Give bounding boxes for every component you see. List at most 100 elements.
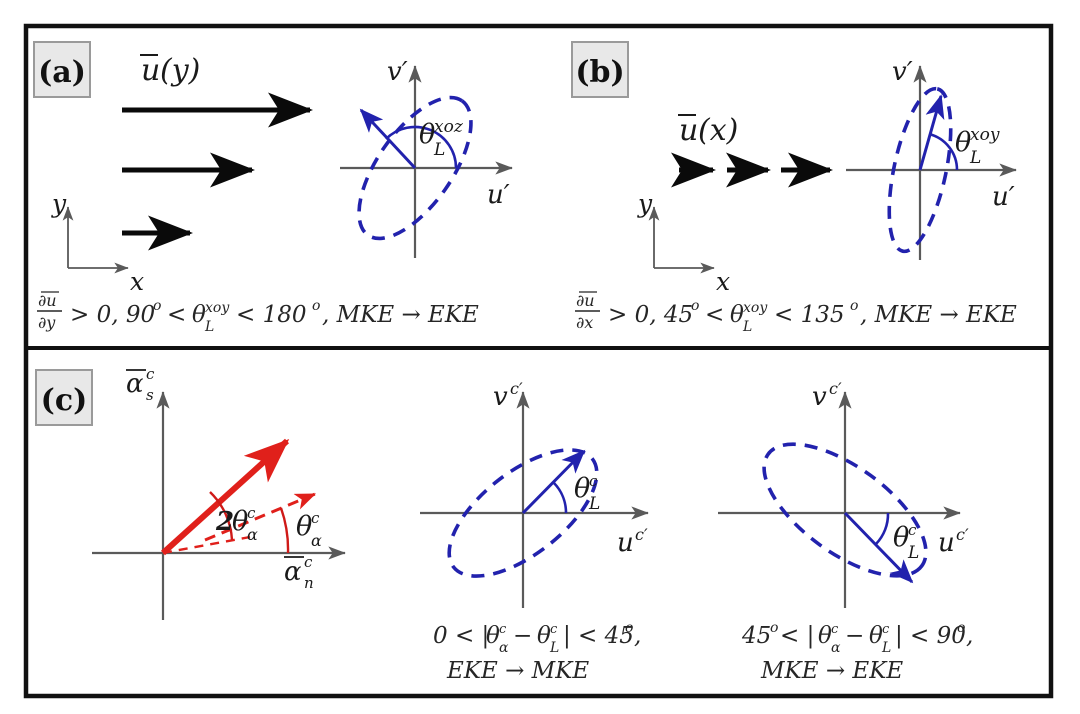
arc-single-angle xyxy=(279,507,290,554)
hodograph-left-caption-line2: EKE → MKE xyxy=(446,658,589,684)
lamb-vector xyxy=(521,449,586,515)
u-label-sup: c′ xyxy=(635,525,648,544)
panel-b: (b) u (x) y x θ L xyxy=(571,41,1017,335)
arc-double-angle xyxy=(209,491,234,541)
caption-theta-2-sub: L xyxy=(881,640,891,656)
panel-a: (a) u (y) y x θ xyxy=(33,41,513,335)
panel-a-profile-label: u (y) xyxy=(140,53,200,88)
lamb-vector xyxy=(843,511,914,584)
caption-theta-2-sup: c xyxy=(882,622,890,637)
single-angle-sub: α xyxy=(311,531,322,550)
double-angle-symbol: θ xyxy=(232,506,248,537)
angle-symbol: θ xyxy=(419,119,435,150)
caption-lead: 45 xyxy=(741,623,771,649)
v-label-sup: c′ xyxy=(510,379,523,398)
panel-b-profile-arg: (x) xyxy=(698,113,738,148)
caption-degree-2: o xyxy=(312,298,320,314)
panel-b-profile-label: u (x) xyxy=(678,113,738,148)
caption-theta-1-sub: α xyxy=(831,640,841,656)
lamb-vector xyxy=(359,108,417,170)
panel-c-alpha-plot: α s c α n c 2 θ xyxy=(92,365,346,620)
angle-arc xyxy=(385,125,458,169)
panel-b-caption: ∂u ∂x > 0, 45 o < θ L xoy < 135 o , MKE … xyxy=(575,291,1017,335)
v-label-base: v xyxy=(812,382,827,412)
caption-theta-2-sup: c xyxy=(550,622,558,637)
caption-lt-1: < xyxy=(167,302,186,328)
caption-degree: o xyxy=(957,620,965,636)
panel-b-angle-label: θ L xoy xyxy=(955,125,1000,168)
alpha-n-sub: n xyxy=(304,574,314,592)
caption-theta-1-sup: c xyxy=(499,622,507,637)
angle-subscript: L xyxy=(907,543,919,563)
caption-theta-sub: L xyxy=(742,319,752,335)
caption-lt-2: < 135 xyxy=(774,302,844,328)
hodograph-v-label: v′ xyxy=(387,57,408,87)
caption-comma: , xyxy=(966,623,973,649)
hodograph-left-caption-line1: 0 < | θ α c − θ L c | < 45 o , xyxy=(433,620,641,656)
panel-a-profile-base: u xyxy=(141,53,160,88)
hodograph-u-label: u c′ xyxy=(617,525,648,558)
panel-a-angle-label: θ L xoz xyxy=(419,117,464,160)
caption-frac-denominator: ∂x xyxy=(576,313,593,332)
coord-y-label: y xyxy=(51,189,67,218)
caption-lead: 0 < | xyxy=(433,623,489,649)
angle-label: θ L c xyxy=(574,472,600,514)
panel-a-profile-arg: (y) xyxy=(160,53,200,88)
hodograph-u-label: u c′ xyxy=(938,525,969,558)
caption-tail: , MKE → EKE xyxy=(860,302,1017,328)
panel-a-coord-frame: y x xyxy=(51,189,144,296)
angle-arc xyxy=(875,512,890,545)
caption-theta-1-sub: α xyxy=(499,640,509,656)
caption-theta-2: θ xyxy=(869,623,883,649)
caption-minus: − xyxy=(513,623,532,649)
panel-c-tag: (c) xyxy=(41,383,88,418)
coord-x-label: x xyxy=(716,267,730,296)
caption-tail: | < 90 xyxy=(895,623,966,649)
hodograph-v-label: v′ xyxy=(892,57,913,87)
panel-a-tag-box xyxy=(33,41,91,98)
angle-symbol: θ xyxy=(893,522,909,553)
single-angle-sup: c xyxy=(311,509,320,527)
alpha-s-sub: s xyxy=(146,386,154,404)
alpha-reference-vector xyxy=(204,492,317,542)
caption-ineq-1: > 0, 45 xyxy=(608,302,693,328)
caption-lt-2: < 180 xyxy=(236,302,306,328)
angle-superscript: xoz xyxy=(434,117,464,137)
panel-c: (c) α s c α n c xyxy=(35,365,973,684)
caption-degree: o xyxy=(625,620,633,636)
eddy-ellipse xyxy=(447,448,599,578)
caption-degree-2: o xyxy=(850,298,858,314)
hodograph-v-label: v c′ xyxy=(493,379,523,412)
angle-superscript: xoy xyxy=(970,125,1000,145)
angle-symbol: θ xyxy=(574,473,590,504)
label-single-angle: θ α c xyxy=(296,509,322,550)
angle-subscript: L xyxy=(969,148,981,168)
alpha-n-label: α n c xyxy=(284,553,314,592)
caption-theta-1-sup: c xyxy=(831,622,839,637)
caption-theta-sup: xoy xyxy=(205,300,230,316)
single-angle-symbol: θ xyxy=(296,511,312,542)
caption-tail: | < 45 xyxy=(563,623,634,649)
caption-theta: θ xyxy=(730,302,744,328)
panel-c-tag-box xyxy=(35,369,93,426)
double-angle-prefix: 2 xyxy=(215,507,234,537)
caption-theta-sup: xoy xyxy=(743,300,768,316)
double-angle-sub: α xyxy=(247,525,258,544)
u-label-sup: c′ xyxy=(956,525,969,544)
caption-theta-sub: L xyxy=(204,319,214,335)
alpha-n-sup: c xyxy=(304,553,313,571)
alpha-s-sup: c xyxy=(146,365,155,383)
caption-frac-denominator: ∂y xyxy=(38,313,56,332)
v-label-sup: c′ xyxy=(829,379,842,398)
angle-symbol: θ xyxy=(955,127,971,158)
panel-c-hodograph-left: θ L c u c′ v c′ 0 < | θ α c − θ L c xyxy=(420,379,649,684)
coord-x-label: x xyxy=(130,267,144,296)
angle-label: θ L c xyxy=(893,521,919,563)
panel-a-flow-arrows xyxy=(122,92,314,251)
caption-frac-numerator: ∂u xyxy=(576,291,595,310)
caption-lt-1: < xyxy=(705,302,724,328)
double-angle-sup: c xyxy=(247,504,256,522)
panel-b-tag-box xyxy=(571,41,629,98)
